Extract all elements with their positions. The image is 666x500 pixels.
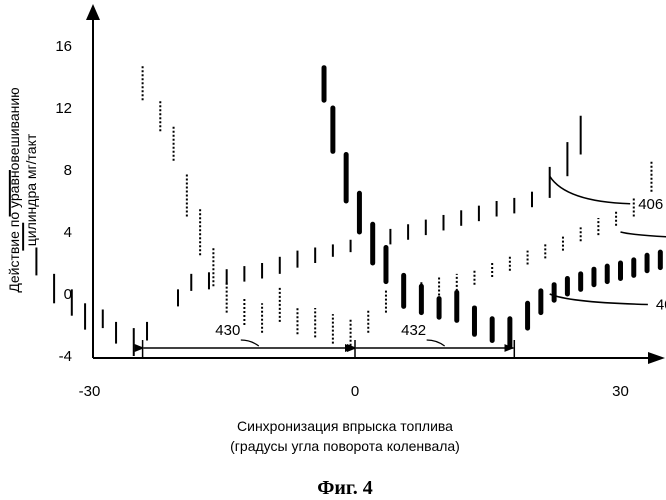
span-label-bg (212, 321, 243, 339)
x-axis-arrow (648, 352, 665, 364)
y-axis-title-line-2: цилиндра мг/такт (23, 133, 39, 246)
y-axis-arrow (86, 4, 100, 20)
callout-leader (549, 293, 648, 306)
span-label-432: 432 (401, 322, 426, 339)
y-tick-label: 0 (64, 286, 72, 303)
series-label-406: 406 (638, 196, 663, 213)
series-406 (8, 115, 582, 356)
callout-leader (549, 175, 631, 205)
timing-spans: 430 432 (134, 321, 516, 358)
x-axis-title-line-1: Синхронизация впрыска топлива (237, 418, 453, 434)
data-series (8, 65, 663, 356)
y-tick-label: 4 (64, 224, 72, 241)
span-label-bg (398, 321, 429, 339)
figure-caption: Фиг. 4 (317, 477, 373, 499)
y-tick-label: -4 (59, 348, 72, 365)
x-tick-label: 30 (612, 383, 629, 400)
span-432: 432 (347, 321, 515, 352)
span-leader (426, 339, 446, 347)
series-402 (321, 65, 663, 350)
x-axis-title-line-2: (градусы угла поворота коленвала) (230, 438, 460, 454)
axes (86, 4, 665, 364)
y-axis-title-line-1: Действие по уравновешиванию (6, 87, 22, 292)
y-tick-labels: -4 0 4 8 12 16 (55, 38, 72, 365)
y-tick-label: 12 (55, 100, 72, 117)
y-tick-label: 8 (64, 162, 72, 179)
y-tick-label: 16 (55, 38, 72, 55)
x-tick-labels: -60-3003060 (79, 383, 629, 400)
x-tick-label: -30 (79, 383, 101, 400)
series-label-402: 402 (656, 297, 666, 314)
span-label-430: 430 (215, 322, 240, 339)
callout-leader (620, 231, 666, 238)
span-430: 430 (134, 321, 355, 352)
annotations: 406404402 (549, 175, 666, 314)
x-tick-label: 0 (351, 383, 359, 400)
span-leader (240, 339, 260, 347)
